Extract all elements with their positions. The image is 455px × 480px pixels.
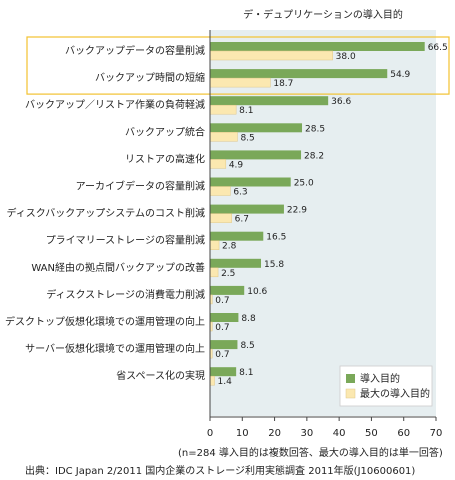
- sample-note: (n=284 導入目的は複数回答、最大の導入目的は単一回答): [178, 448, 443, 459]
- category-label: WAN経由の拠点間バックアップの改善: [31, 261, 205, 274]
- value-label-adoption: 28.2: [304, 151, 324, 161]
- bar-primary: [209, 267, 219, 278]
- category-label: アーカイブデータの容量削減: [76, 180, 205, 193]
- value-label-primary: 0.7: [215, 323, 229, 333]
- bar-adoption: [210, 123, 303, 133]
- value-label-primary: 1.4: [218, 377, 233, 387]
- value-label-primary: 8.5: [240, 133, 254, 143]
- bar-primary: [209, 132, 238, 142]
- bar-adoption: [210, 313, 239, 322]
- x-tick-label: 0: [207, 428, 213, 439]
- bar-adoption: [210, 204, 284, 214]
- value-label-primary: 8.1: [239, 106, 253, 116]
- category-label: サーバー仮想化環境での運用管理の向上: [25, 342, 205, 355]
- value-label-primary: 6.7: [235, 215, 249, 225]
- x-tick-label: 60: [397, 428, 410, 439]
- value-label-primary: 2.5: [221, 269, 235, 279]
- value-label-adoption: 54.9: [390, 70, 410, 80]
- category-label: リストアの高速化: [125, 152, 205, 165]
- value-label-primary: 2.8: [222, 242, 237, 252]
- value-label-adoption: 22.9: [287, 206, 307, 216]
- category-label: ディスクバックアップシステムのコスト削減: [7, 207, 206, 220]
- value-label-primary: 4.9: [229, 160, 244, 170]
- value-label-adoption: 8.8: [241, 314, 256, 324]
- x-tick-label: 40: [333, 428, 346, 439]
- value-label-primary: 18.7: [273, 79, 293, 89]
- category-label: プライマリーストレージの容量削減: [46, 234, 205, 247]
- bar-primary: [209, 50, 333, 61]
- value-label-primary: 0.7: [215, 350, 229, 360]
- value-label-adoption: 15.8: [264, 260, 284, 270]
- bar-primary: [209, 375, 215, 386]
- highlight-box: [26, 36, 450, 95]
- bar-primary: [209, 213, 232, 223]
- bar-adoption: [210, 96, 329, 106]
- bar-adoption: [210, 231, 264, 241]
- category-label: バックアップ時間の短縮: [95, 71, 205, 84]
- bar-adoption: [210, 258, 262, 268]
- bar-adoption: [210, 177, 291, 187]
- bar-primary: [209, 104, 237, 115]
- value-label-adoption: 25.0: [294, 179, 314, 189]
- x-tick-label: 10: [236, 428, 249, 439]
- value-label-primary: 0.7: [215, 296, 229, 306]
- bar-adoption: [210, 69, 388, 79]
- bar-adoption: [210, 340, 238, 350]
- x-tick-label: 30: [300, 428, 313, 439]
- category-label: 省スペース化の実現: [116, 369, 205, 382]
- x-tick-label: 50: [365, 428, 378, 439]
- value-label-adoption: 10.6: [247, 287, 267, 297]
- category-label: デスクトップ仮想化環境での運用管理の向上: [5, 315, 205, 328]
- source-note: 出典：IDC Japan 2/2011 国内企業のストレージ利用実態調査 201…: [25, 466, 416, 477]
- category-label: バックアップデータの容量削減: [65, 44, 205, 57]
- value-label-primary: 6.3: [233, 188, 247, 198]
- value-label-adoption: 66.5: [428, 43, 448, 53]
- bar-adoption: [210, 150, 302, 160]
- value-label-adoption: 28.5: [305, 124, 325, 134]
- category-label: バックアップ／リストア作業の負荷軽減: [25, 98, 205, 111]
- legend-label: 導入目的: [360, 372, 400, 385]
- x-tick-label: 70: [430, 428, 443, 439]
- bar-adoption: [210, 42, 425, 51]
- category-label: バックアップ統合: [125, 125, 205, 138]
- value-label-primary: 38.0: [336, 52, 356, 62]
- bar-primary: [209, 159, 227, 169]
- legend-swatch: [345, 388, 356, 399]
- bar-primary: [209, 77, 271, 88]
- bar-adoption: [210, 367, 237, 377]
- legend-label: 最大の導入目的: [360, 387, 430, 400]
- x-tick-label: 20: [268, 428, 281, 439]
- value-label-adoption: 16.5: [266, 233, 286, 243]
- bar-primary: [209, 240, 220, 250]
- chart-title: デ・デュプリケーションの導入目的: [243, 8, 403, 21]
- bar-primary: [209, 186, 231, 196]
- value-label-adoption: 36.6: [331, 97, 351, 107]
- category-label: ディスクストレージの消費電力削減: [46, 288, 205, 301]
- bar-adoption: [210, 285, 245, 295]
- legend-swatch: [346, 374, 355, 383]
- value-label-adoption: 8.5: [240, 341, 254, 351]
- value-label-adoption: 8.1: [239, 368, 253, 378]
- legend-box: [339, 365, 433, 407]
